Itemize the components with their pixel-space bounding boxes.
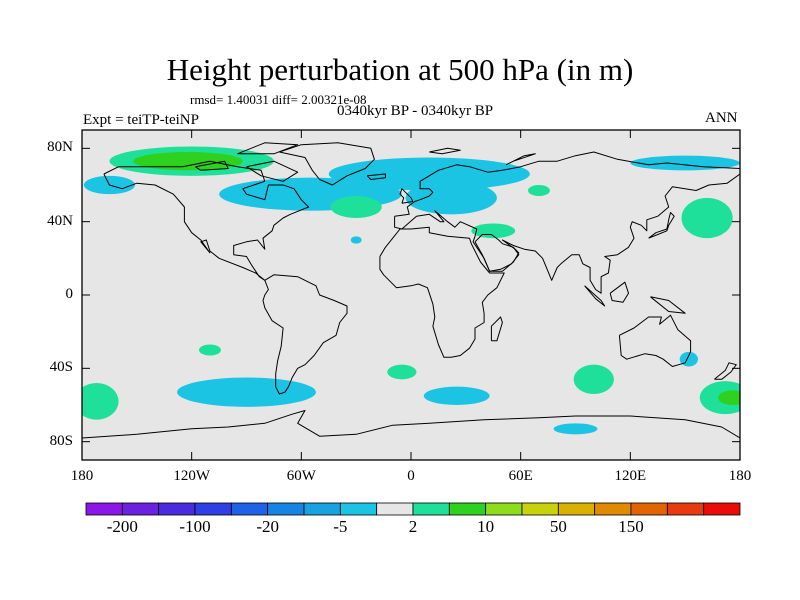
- coastline-indonesia-borneo: [609, 281, 629, 303]
- colorbar-box: [230, 502, 269, 516]
- coastline-new-guinea: [650, 296, 686, 314]
- colorbar-box: [267, 502, 305, 516]
- period-text: 0340kyr BP - 0340kyr BP: [336, 103, 494, 119]
- coastline-victoria-island: [195, 160, 229, 171]
- anomaly-south-atlantic-negative: [423, 386, 490, 406]
- x-tick-label: 60W: [286, 468, 316, 484]
- colorbar-label: -200: [106, 517, 138, 536]
- coastline-greenland: [279, 142, 375, 186]
- colorbar-box: [630, 502, 668, 516]
- x-tick-label: 0: [407, 468, 415, 484]
- coastline-novaya-zemlya: [505, 153, 536, 166]
- colorbar-label: -100: [179, 517, 211, 536]
- colorbar-label: 10: [477, 517, 495, 536]
- page-title: Height perturbation at 500 hPa (in m): [166, 52, 634, 87]
- colorbar-label: -5: [333, 517, 348, 536]
- coastline-svalbard: [429, 147, 461, 155]
- coastline-iceland: [366, 173, 386, 180]
- anomaly-southern-ocean-negative: [553, 423, 598, 435]
- coastline-arabia: [474, 234, 520, 272]
- anomaly-south-pacific-small-positive: [198, 344, 221, 356]
- colorbar-box: [703, 502, 741, 516]
- coastline-japan: [648, 212, 675, 239]
- colorbar-box: [339, 502, 378, 516]
- coastline-uk: [399, 188, 414, 204]
- anomaly-central-asia-positive: [527, 185, 550, 196]
- map-frame: [81, 129, 741, 461]
- y-tick-label: 80S: [49, 432, 73, 449]
- colorbar-box: [194, 502, 232, 516]
- anomaly-siberia-negative: [328, 157, 530, 191]
- colorbar-box: [85, 502, 123, 516]
- anomaly-atlantic-positive: [330, 196, 382, 218]
- colorbar-box: [412, 502, 450, 516]
- anomaly-arctic-canada-strong: [133, 152, 243, 171]
- colorbar-label: 2: [408, 517, 418, 536]
- anomaly-south-atlantic-positive: [387, 364, 417, 380]
- stats-text: rmsd= 1.40031 diff= 2.00321e-08: [190, 92, 367, 107]
- map-area: [82, 130, 740, 460]
- colorbar: [85, 502, 741, 516]
- colorbar-label: -20: [256, 517, 279, 536]
- colorbar-label: 150: [618, 517, 644, 536]
- coastline-madagascar: [490, 316, 503, 342]
- colorbar-box: [121, 502, 160, 516]
- coastline-new-zealand: [714, 362, 737, 380]
- colorbar-box: [521, 502, 559, 516]
- coastline-south-america: [262, 274, 348, 395]
- y-tick-label: 40N: [47, 212, 73, 229]
- coastline-north-america: [103, 160, 310, 281]
- coastline-sumatra: [584, 285, 606, 307]
- x-tick-label: 120W: [173, 468, 210, 484]
- anomaly-atlantic-small-negative: [350, 236, 362, 244]
- season-label: ANN: [705, 110, 738, 126]
- colorbar-box: [158, 502, 196, 516]
- coastline-australia: [618, 314, 692, 367]
- anomaly-pacific-northwest-positive: [681, 197, 733, 239]
- y-tick-label: 40S: [49, 359, 73, 376]
- coastline-ellesmere: [237, 142, 299, 155]
- coastline-eurasia: [394, 151, 740, 294]
- coastline-antarctica: [82, 410, 740, 439]
- colorbar-box: [303, 502, 341, 516]
- colorbar-box: [485, 502, 523, 516]
- colorbar-box: [666, 502, 705, 516]
- colorbar-box: [448, 502, 487, 516]
- colorbar-box: [376, 502, 414, 516]
- coastline-baffin: [246, 160, 299, 182]
- anomaly-australia-negative: [679, 351, 698, 367]
- anomaly-south-east-strong: [718, 390, 740, 405]
- anomaly-south-west-positive: [82, 383, 119, 420]
- anomaly-europe-negative: [405, 181, 497, 215]
- anomaly-indian-ocean-positive: [573, 364, 614, 395]
- experiment-label: Expt = teiTP-teiNP: [83, 112, 199, 128]
- x-tick-label: 120E: [614, 468, 647, 484]
- colorbar-box: [557, 502, 596, 516]
- colorbar-box: [594, 502, 632, 516]
- anomaly-south-pacific-negative: [177, 377, 316, 407]
- x-tick-label: 180: [728, 468, 752, 484]
- colorbar-label: 50: [549, 517, 567, 536]
- coastline-africa: [379, 226, 505, 358]
- x-tick-label: 180: [70, 468, 94, 484]
- x-tick-label: 60E: [508, 468, 533, 484]
- y-tick-label: 0: [65, 286, 74, 302]
- y-tick-label: 80N: [47, 139, 73, 156]
